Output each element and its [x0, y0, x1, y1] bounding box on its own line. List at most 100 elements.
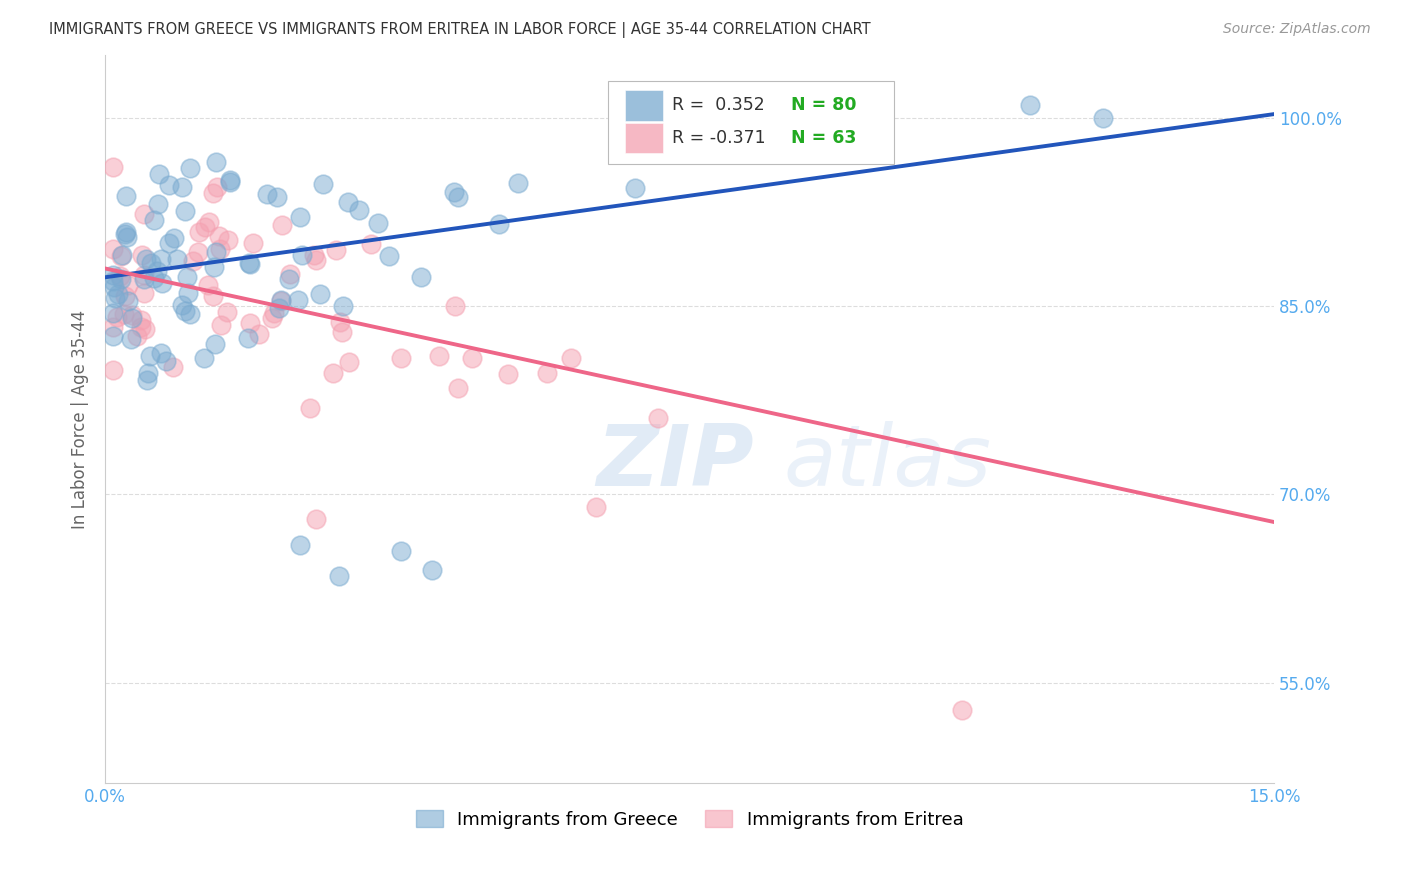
Point [108, 269, 131, 284]
Point [117, 294, 139, 309]
Point [146, 197, 169, 211]
Point [110, 272, 132, 286]
Point [135, 252, 157, 266]
Point [105, 310, 128, 324]
Point [1019, 98, 1042, 112]
Y-axis label: In Labor Force | Age 35-44: In Labor Force | Age 35-44 [72, 310, 89, 529]
Point [115, 230, 138, 244]
Point [187, 244, 209, 259]
Point [101, 320, 124, 334]
Point [288, 538, 311, 552]
Point [360, 236, 382, 251]
Point [312, 177, 335, 191]
Point [204, 337, 226, 351]
Point [256, 186, 278, 201]
Point [560, 351, 582, 366]
Point [132, 207, 155, 221]
Point [132, 286, 155, 301]
Point [247, 326, 270, 341]
Point [155, 354, 177, 368]
Point [242, 235, 264, 250]
Point [101, 268, 124, 282]
Point [150, 277, 173, 291]
Point [238, 256, 260, 270]
Point [162, 231, 184, 245]
Point [219, 172, 242, 186]
Point [623, 181, 645, 195]
Legend: Immigrants from Greece, Immigrants from Eritrea: Immigrants from Greece, Immigrants from … [409, 803, 970, 836]
Point [148, 167, 170, 181]
Point [209, 318, 232, 332]
Point [308, 286, 330, 301]
Point [443, 299, 465, 313]
Point [217, 233, 239, 247]
Point [378, 249, 401, 263]
FancyBboxPatch shape [626, 123, 662, 153]
Point [328, 569, 350, 583]
Point [177, 286, 200, 301]
Point [202, 288, 225, 302]
Point [110, 249, 132, 263]
Point [202, 186, 225, 201]
Point [506, 176, 529, 190]
Point [143, 213, 166, 227]
Point [121, 310, 143, 325]
Point [267, 301, 290, 315]
Point [447, 381, 470, 395]
Point [114, 226, 136, 240]
Point [146, 264, 169, 278]
Point [141, 256, 163, 270]
Text: N = 80: N = 80 [792, 96, 856, 114]
Point [174, 303, 197, 318]
Point [287, 293, 309, 307]
Point [136, 373, 159, 387]
Point [112, 307, 135, 321]
Text: IMMIGRANTS FROM GREECE VS IMMIGRANTS FROM ERITREA IN LABOR FORCE | AGE 35-44 COR: IMMIGRANTS FROM GREECE VS IMMIGRANTS FRO… [49, 22, 870, 38]
Point [215, 305, 238, 319]
Point [330, 325, 353, 339]
Point [647, 411, 669, 425]
Point [209, 242, 232, 256]
Point [278, 267, 301, 281]
Point [332, 299, 354, 313]
Point [304, 512, 326, 526]
Point [197, 215, 219, 229]
Point [367, 216, 389, 230]
FancyBboxPatch shape [626, 90, 662, 120]
Point [132, 268, 155, 282]
Point [132, 272, 155, 286]
Point [101, 160, 124, 174]
Point [496, 367, 519, 381]
Point [172, 298, 194, 312]
Point [349, 202, 371, 217]
Point [204, 260, 226, 274]
Point [194, 219, 217, 234]
Point [325, 243, 347, 257]
Point [104, 291, 127, 305]
Point [422, 563, 444, 577]
Point [134, 322, 156, 336]
Point [111, 248, 134, 262]
Point [339, 355, 361, 369]
Point [103, 280, 125, 294]
Point [103, 305, 125, 319]
Point [409, 269, 432, 284]
Point [585, 500, 607, 514]
Point [181, 254, 204, 268]
Point [488, 217, 510, 231]
Point [107, 287, 129, 301]
Point [204, 245, 226, 260]
Text: atlas: atlas [783, 421, 991, 504]
Point [142, 270, 165, 285]
Point [302, 248, 325, 262]
Point [290, 211, 312, 225]
Point [304, 252, 326, 267]
Point [149, 252, 172, 267]
Point [101, 274, 124, 288]
Point [391, 351, 413, 365]
Point [197, 277, 219, 292]
Point [162, 359, 184, 374]
Point [336, 195, 359, 210]
Point [176, 270, 198, 285]
Point [172, 180, 194, 194]
